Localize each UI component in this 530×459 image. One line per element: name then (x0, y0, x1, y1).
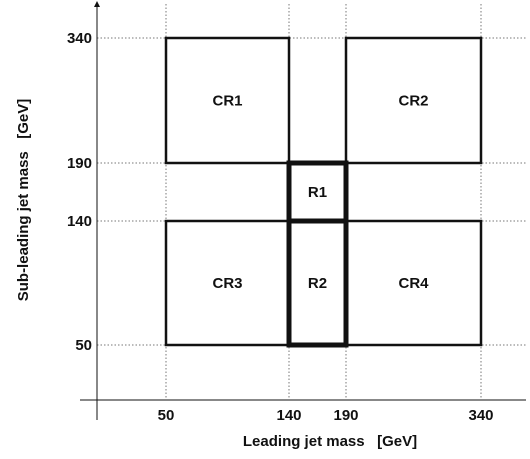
x-axis-title: Leading jet mass [GeV] (243, 433, 417, 450)
x-tick-label-340: 340 (468, 407, 493, 424)
region-r2-label: R2 (308, 275, 327, 292)
region-r2-box (286, 218, 349, 348)
axes (80, 1, 526, 420)
region-cr2-label: CR2 (398, 93, 428, 110)
x-tick-label-190: 190 (333, 407, 358, 424)
region-cr2-box (344, 36, 483, 165)
y-tick-label-50: 50 (75, 337, 92, 354)
region-cr1-label: CR1 (212, 93, 242, 110)
region-cr1-box (164, 36, 291, 165)
tick-labels: 50 140 190 340 50 140 190 340 (67, 30, 494, 424)
x-tick-label-50: 50 (158, 407, 175, 424)
y-tick-label-140: 140 (67, 213, 92, 230)
y-axis-title: Sub-leading jet mass [GeV] (15, 99, 32, 302)
y-tick-label-340: 340 (67, 30, 92, 47)
region-cr3-label: CR3 (212, 275, 242, 292)
y-tick-label-190: 190 (67, 155, 92, 172)
gridlines (97, 4, 526, 400)
region-cr4-label: CR4 (398, 275, 429, 292)
x-tick-label-140: 140 (276, 407, 301, 424)
region-r1-label: R1 (308, 184, 327, 201)
regions: CR1 CR2 CR3 CR4 R1 R2 (164, 36, 483, 348)
